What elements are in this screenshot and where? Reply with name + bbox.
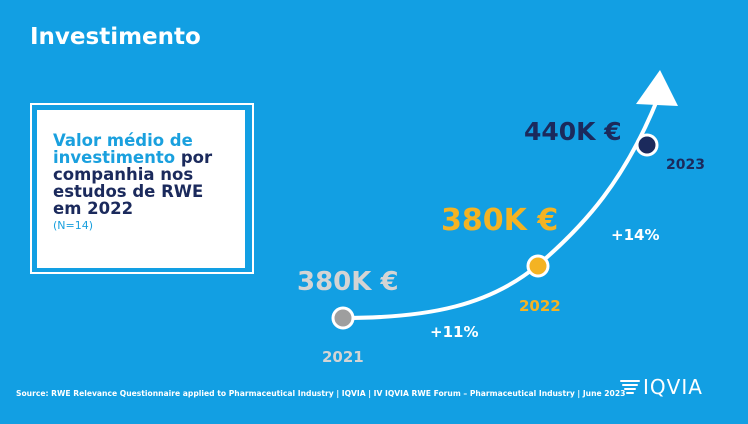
- info-box-highlight: Valor médio de investimento: [53, 131, 193, 167]
- info-box-frame: [30, 103, 254, 274]
- point-2021: [331, 306, 355, 330]
- value-label-2023: 440K €: [524, 117, 622, 146]
- source-footer: Source: RWE Relevance Questionnaire appl…: [16, 389, 626, 398]
- info-box: Valor médio de investimento por companhi…: [37, 110, 245, 268]
- year-label-2022: 2022: [519, 297, 561, 315]
- info-box-rest: por companhia nos estudos de RWE em 2022: [53, 148, 213, 218]
- iqvia-logo-text: IQVIA: [643, 375, 703, 399]
- page-title: Investimento: [30, 24, 201, 50]
- year-label-2023: 2023: [666, 157, 705, 173]
- growth-label-2021-2022: +11%: [430, 323, 478, 341]
- year-label-2021: 2021: [322, 348, 364, 366]
- iqvia-logo-icon: [620, 379, 640, 395]
- info-box-note: (N=14): [53, 219, 94, 232]
- iqvia-logo: IQVIA: [620, 376, 703, 398]
- point-2022: [526, 254, 550, 278]
- value-label-2021: 380K €: [297, 267, 399, 297]
- info-box-text: Valor médio de investimento por companhi…: [53, 132, 235, 217]
- growth-arrow-head: [636, 70, 678, 106]
- point-2023: [635, 133, 659, 157]
- value-label-2022: 380K €: [441, 203, 558, 238]
- growth-label-2022-2023: +14%: [611, 226, 659, 244]
